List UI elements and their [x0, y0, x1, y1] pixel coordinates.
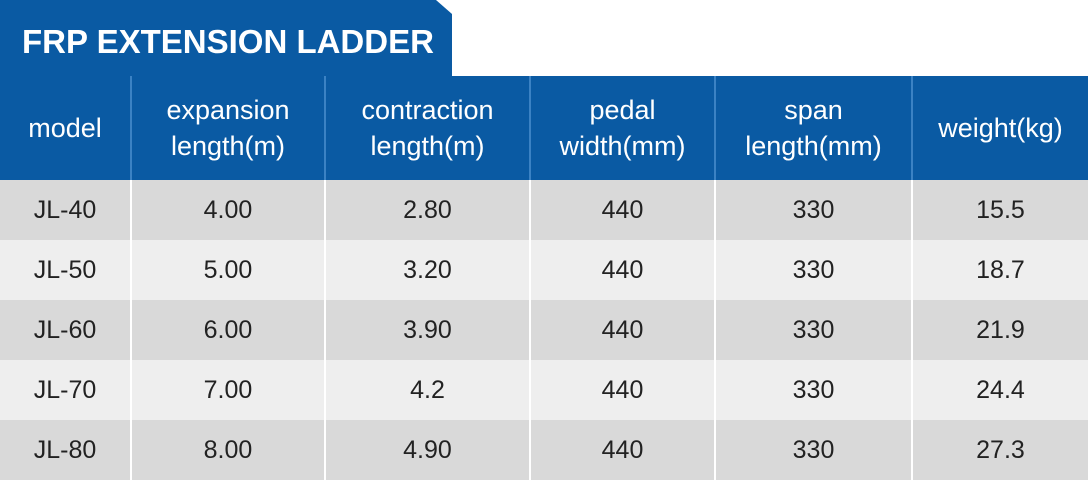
table-row: JL-80 8.00 4.90 440 330 27.3 [0, 420, 1088, 480]
table-row: JL-40 4.00 2.80 440 330 15.5 [0, 180, 1088, 240]
column-header-pedal-width: pedal width(mm) [529, 76, 715, 180]
header-line: span [784, 95, 843, 125]
column-header-expansion-length: expansion length(m) [130, 76, 325, 180]
cell-weight: 15.5 [911, 180, 1088, 240]
cell-pedal-width: 440 [529, 420, 715, 480]
cell-contraction-length: 4.90 [324, 420, 530, 480]
column-header-weight: weight(kg) [911, 76, 1088, 180]
header-line: model [28, 113, 102, 143]
cell-model: JL-40 [0, 180, 131, 240]
cell-expansion-length: 6.00 [130, 300, 325, 360]
spec-table: model expansion length(m) contraction le… [0, 76, 1088, 480]
column-header-model: model [0, 76, 131, 180]
cell-expansion-length: 8.00 [130, 420, 325, 480]
cell-contraction-length: 4.2 [324, 360, 530, 420]
cell-model: JL-70 [0, 360, 131, 420]
page-title: FRP EXTENSION LADDER [22, 23, 434, 60]
cell-expansion-length: 7.00 [130, 360, 325, 420]
header-line: contraction [361, 95, 494, 125]
table-row: JL-70 7.00 4.2 440 330 24.4 [0, 360, 1088, 420]
cell-weight: 24.4 [911, 360, 1088, 420]
cell-pedal-width: 440 [529, 300, 715, 360]
header-line: length(m) [170, 131, 286, 161]
cell-model: JL-50 [0, 240, 131, 300]
cell-pedal-width: 440 [529, 240, 715, 300]
cell-expansion-length: 5.00 [130, 240, 325, 300]
cell-weight: 27.3 [911, 420, 1088, 480]
header-line: length(m) [370, 131, 485, 161]
column-header-contraction-length: contraction length(m) [324, 76, 530, 180]
header-line: width(mm) [559, 131, 686, 161]
cell-weight: 21.9 [911, 300, 1088, 360]
cell-expansion-length: 4.00 [130, 180, 325, 240]
cell-contraction-length: 3.90 [324, 300, 530, 360]
table-header-row: model expansion length(m) contraction le… [0, 76, 1088, 180]
cell-contraction-length: 2.80 [324, 180, 530, 240]
title-banner: FRP EXTENSION LADDER [0, 0, 452, 78]
header-line: length(mm) [745, 131, 882, 161]
header-line: expansion [166, 95, 290, 125]
column-header-span-length: span length(mm) [714, 76, 912, 180]
header-line: weight(kg) [938, 113, 1063, 143]
cell-contraction-length: 3.20 [324, 240, 530, 300]
cell-model: JL-60 [0, 300, 131, 360]
cell-pedal-width: 440 [529, 180, 715, 240]
cell-pedal-width: 440 [529, 360, 715, 420]
table-row: JL-50 5.00 3.20 440 330 18.7 [0, 240, 1088, 300]
header-line: pedal [589, 95, 656, 125]
cell-span-length: 330 [714, 240, 912, 300]
cell-span-length: 330 [714, 180, 912, 240]
cell-span-length: 330 [714, 360, 912, 420]
cell-model: JL-80 [0, 420, 131, 480]
cell-weight: 18.7 [911, 240, 1088, 300]
table-row: JL-60 6.00 3.90 440 330 21.9 [0, 300, 1088, 360]
cell-span-length: 330 [714, 300, 912, 360]
cell-span-length: 330 [714, 420, 912, 480]
